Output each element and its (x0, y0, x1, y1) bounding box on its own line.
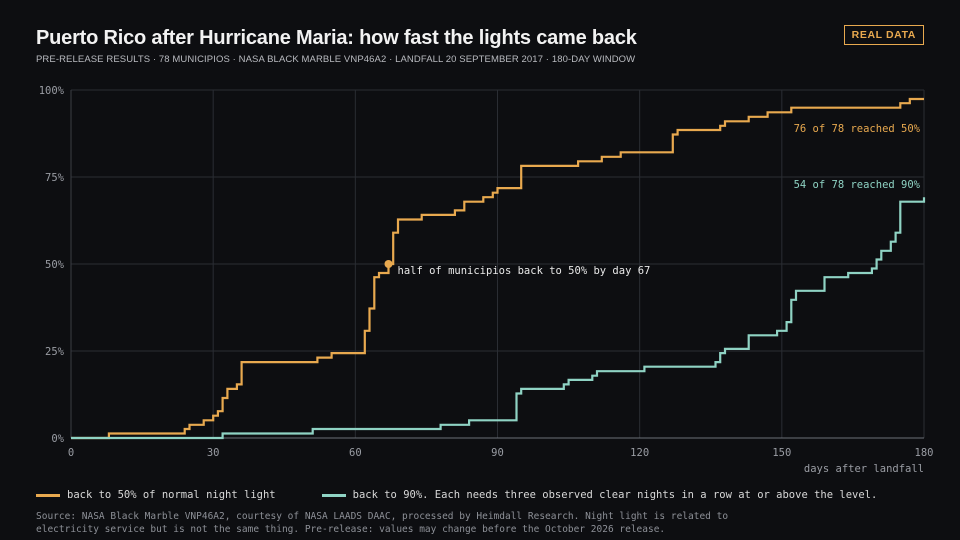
y-tick-label: 0% (51, 433, 64, 445)
legend-item-50: back to 50% of normal night light (36, 489, 276, 501)
chart-subtitle: PRE-RELEASE RESULTS · 78 MUNICIPIOS · NA… (36, 54, 636, 65)
x-tick-label: 150 (772, 447, 791, 459)
legend-label-50: back to 50% of normal night light (67, 489, 276, 501)
chart-title: Puerto Rico after Hurricane Maria: how f… (36, 27, 637, 49)
y-tick-label: 100% (39, 85, 65, 97)
x-tick-label: 90 (491, 447, 504, 459)
x-tick-label: 60 (349, 447, 362, 459)
y-tick-label: 25% (45, 346, 65, 358)
y-tick-label: 75% (45, 172, 65, 184)
x-axis-label: days after landfall (804, 463, 924, 475)
legend: back to 50% of normal night light back t… (36, 489, 877, 501)
end-label-90: 54 of 78 reached 90% (794, 179, 921, 191)
y-tick-label: 50% (45, 259, 65, 271)
source-note: Source: NASA Black Marble VNP46A2, court… (36, 511, 729, 535)
end-label-50: 76 of 78 reached 50% (794, 123, 921, 135)
real-data-badge: REAL DATA (843, 25, 924, 45)
x-tick-label: 180 (915, 447, 934, 459)
legend-item-90: back to 90%. Each needs three observed c… (321, 489, 878, 501)
series-line-50 (71, 97, 924, 440)
legend-label-90: back to 90%. Each needs three observed c… (352, 489, 878, 501)
x-tick-label: 0 (68, 447, 74, 459)
series-line-90 (71, 197, 926, 440)
annotation-text: half of municipios back to 50% by day 67 (398, 265, 651, 277)
x-tick-label: 30 (207, 447, 220, 459)
x-tick-label: 120 (630, 447, 649, 459)
legend-swatch-90 (321, 493, 346, 497)
annotation-marker (384, 260, 393, 268)
legend-swatch-50 (36, 493, 60, 497)
recovery-chart: 0% 25% 50% 75% 100% 0 30 60 90 120 150 180 days afte… (39, 85, 934, 475)
